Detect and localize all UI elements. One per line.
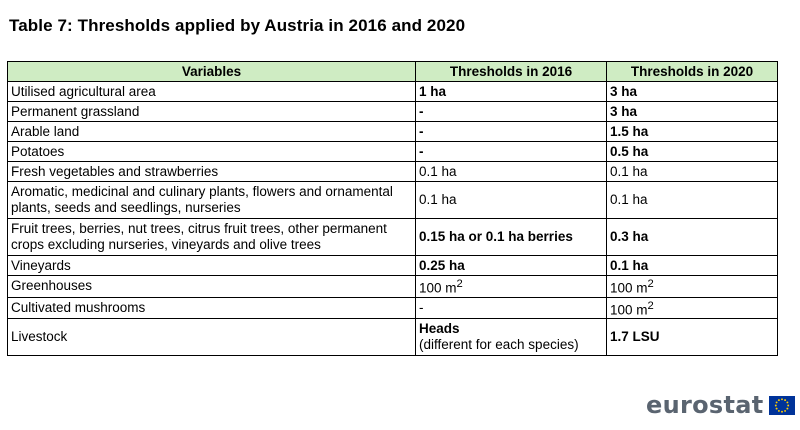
table-row: Permanent grassland - 3 ha	[7, 101, 778, 122]
threshold-2016-cell: 100 m2	[415, 275, 607, 298]
threshold-2016-cell: 0.1 ha	[415, 181, 607, 219]
eurostat-logo: eurostat	[646, 393, 795, 417]
table-row: Fruit trees, berries, nut trees, citrus …	[7, 218, 778, 256]
threshold-2016-cell: -	[415, 141, 607, 162]
variable-cell: Utilised agricultural area	[7, 81, 416, 102]
threshold-2020-cell: 100 m2	[606, 275, 778, 298]
variable-cell: Permanent grassland	[7, 101, 416, 122]
threshold-2020-cell: 1.7 LSU	[606, 318, 778, 356]
threshold-value: 100 m	[610, 280, 648, 296]
table-row: Aromatic, medicinal and culinary plants,…	[7, 181, 778, 219]
eu-flag-icon	[768, 395, 795, 415]
table-row: Greenhouses 100 m2 100 m2	[7, 275, 778, 298]
logo-text: eurostat	[646, 391, 764, 419]
variable-cell: Aromatic, medicinal and culinary plants,…	[7, 181, 416, 219]
threshold-2016-cell: 0.1 ha	[415, 161, 607, 182]
variable-cell: Fresh vegetables and strawberries	[7, 161, 416, 182]
unit-superscript: 2	[647, 299, 654, 312]
variable-cell: Fruit trees, berries, nut trees, citrus …	[7, 218, 416, 256]
threshold-2020-cell: 0.1 ha	[606, 181, 778, 219]
threshold-2016-cell: 0.25 ha	[415, 255, 607, 276]
table-row: Potatoes - 0.5 ha	[7, 141, 778, 162]
threshold-2020-cell: 0.5 ha	[606, 141, 778, 162]
variable-cell: Arable land	[7, 121, 416, 142]
variable-cell: Greenhouses	[7, 275, 416, 298]
variable-cell: Vineyards	[7, 255, 416, 276]
table-title: Table 7: Thresholds applied by Austria i…	[9, 16, 466, 35]
threshold-2016-cell: Heads (different for each species)	[415, 318, 607, 356]
unit-superscript: 2	[647, 278, 654, 290]
table-header-row: Variables Thresholds in 2016 Thresholds …	[7, 61, 778, 82]
threshold-2016-cell: 0.15 ha or 0.1 ha berries	[415, 218, 607, 256]
header-variables: Variables	[7, 61, 416, 82]
threshold-2016-cell: -	[415, 296, 607, 319]
threshold-2020-cell: 0.3 ha	[606, 218, 778, 256]
variable-cell: Cultivated mushrooms	[7, 296, 416, 319]
table-row: Cultivated mushrooms - 100 m2	[7, 296, 778, 319]
threshold-2020-cell: 0.1 ha	[606, 255, 778, 276]
threshold-value: 100 m	[419, 280, 457, 296]
threshold-value: Heads	[419, 321, 460, 336]
table-row: Livestock Heads (different for each speci…	[7, 318, 778, 356]
threshold-2016-cell: -	[415, 101, 607, 122]
threshold-2020-cell: 0.1 ha	[606, 161, 778, 182]
header-thresholds-2020: Thresholds in 2020	[606, 61, 778, 82]
threshold-2016-cell: -	[415, 121, 607, 142]
thresholds-table: Variables Thresholds in 2016 Thresholds …	[7, 61, 778, 356]
threshold-2016-cell: 1 ha	[415, 81, 607, 102]
table-row: Fresh vegetables and strawberries 0.1 ha…	[7, 161, 778, 182]
table-row: Vineyards 0.25 ha 0.1 ha	[7, 255, 778, 276]
variable-cell: Potatoes	[7, 141, 416, 162]
header-thresholds-2016: Thresholds in 2016	[415, 61, 607, 82]
threshold-2020-cell: 3 ha	[606, 81, 778, 102]
unit-superscript: 2	[456, 278, 463, 290]
table-row: Utilised agricultural area 1 ha 3 ha	[7, 81, 778, 102]
threshold-note: (different for each species)	[419, 337, 579, 352]
threshold-value: 100 m	[610, 302, 648, 317]
variable-cell: Livestock	[7, 318, 416, 356]
threshold-2020-cell: 100 m2	[606, 296, 778, 319]
threshold-2020-cell: 1.5 ha	[606, 121, 778, 142]
table-row: Arable land - 1.5 ha	[7, 121, 778, 142]
threshold-2020-cell: 3 ha	[606, 101, 778, 122]
